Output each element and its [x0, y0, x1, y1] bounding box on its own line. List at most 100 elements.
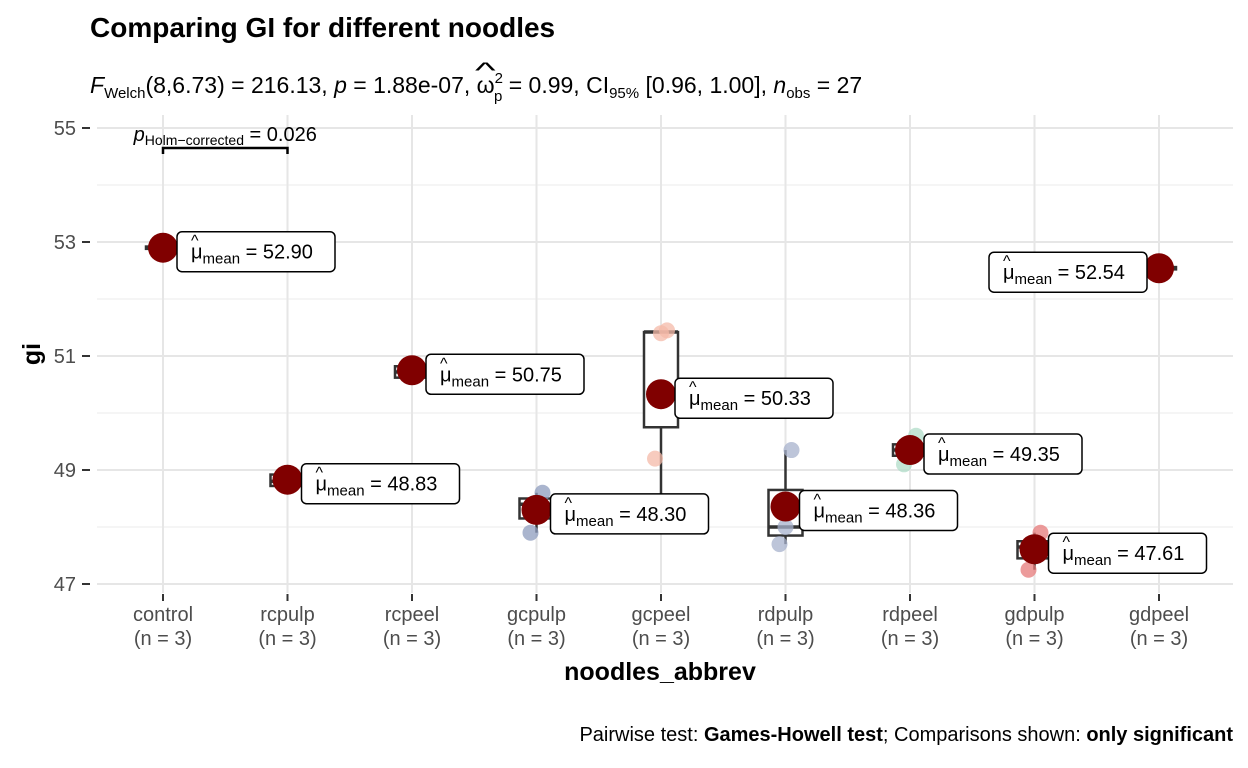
x-count-label: (n = 3) — [383, 628, 441, 650]
mean-label-sub: mean — [203, 251, 241, 268]
x-tick-label: rdpulp — [758, 604, 814, 626]
stat-sub: Welch — [104, 85, 146, 102]
mean-point — [646, 379, 676, 410]
mean-labels: μmean = 52.90^μmean = 48.83^μmean = 50.7… — [176, 230, 1208, 574]
data-point — [777, 519, 794, 535]
y-tick-label: 55 — [54, 118, 76, 140]
mean-point — [770, 491, 801, 522]
mean-label-text: μmean = 48.83 — [316, 474, 438, 500]
effect-symbol: ^ ω2p — [474, 58, 503, 105]
mean-label-value: = 48.30 — [614, 504, 687, 526]
caption-prefix: Pairwise test: — [579, 724, 704, 746]
mean-label: μmean = 48.36^ — [798, 489, 959, 532]
x-tick-label: rcpeel — [385, 604, 439, 626]
mean-label: μmean = 48.83^ — [300, 462, 461, 505]
mean-label-value: = 52.54 — [1052, 262, 1125, 284]
chart-caption: Pairwise test: Games-Howell test; Compar… — [579, 724, 1233, 747]
mean-label: μmean = 47.61^ — [1047, 532, 1208, 574]
y-tick-label: 53 — [54, 232, 76, 254]
mean-label-mu: μ — [814, 500, 826, 522]
mean-markers — [148, 232, 1174, 565]
mean-label: μmean = 52.54^ — [988, 251, 1148, 293]
mean-label-box — [549, 493, 710, 535]
pairwise-comparison: pHolm−corrected = 0.026 — [133, 124, 317, 154]
mean-point — [521, 494, 552, 525]
x-count-label: (n = 3) — [134, 628, 192, 650]
mean-label-box — [988, 251, 1148, 293]
mean-label-box — [798, 489, 959, 532]
x-count-label: (n = 3) — [1130, 628, 1188, 650]
caption-middle: ; Comparisons shown: — [882, 724, 1087, 746]
data-point — [522, 524, 539, 541]
mean-label-value: = 47.61 — [1112, 543, 1185, 565]
mean-label-box — [176, 230, 336, 273]
y-axis-title: gi — [18, 343, 46, 365]
data-point — [771, 536, 788, 553]
x-tick-label: gcpulp — [507, 604, 566, 626]
x-axis: control(n = 3)rcpulp(n = 3)rcpeel(n = 3)… — [133, 594, 1189, 650]
mean-label-sub: mean — [1015, 271, 1053, 288]
mean-label-box — [425, 353, 585, 395]
comparison-sub: Holm−corrected — [145, 132, 244, 148]
x-count-label: (n = 3) — [881, 628, 939, 650]
y-axis: 47 49 51 53 55 — [54, 118, 90, 596]
mean-label-hat: ^ — [938, 435, 946, 452]
comparison-p: p — [133, 124, 145, 146]
x-tick-label: control — [133, 604, 193, 626]
comparison-bracket — [161, 146, 289, 154]
mean-label-hat: ^ — [814, 491, 822, 508]
mean-label-mu: μ — [565, 504, 577, 526]
mean-label-text: μmean = 50.33 — [689, 388, 811, 414]
y-tick-label: 49 — [54, 460, 76, 482]
mean-point — [148, 232, 178, 263]
mean-label-mu: μ — [316, 474, 328, 496]
mean-point — [272, 464, 303, 495]
x-tick-label: gdpeel — [1129, 604, 1189, 626]
caption-shown: only significant — [1086, 724, 1233, 746]
effect-value: = 0.99, CI — [502, 72, 610, 98]
x-tick-label: rcpulp — [260, 604, 314, 626]
chart-subtitle: FWelch(8,6.73) = 216.13, p = 1.88e-07, ^… — [90, 58, 863, 105]
mean-label-sub: mean — [576, 513, 614, 530]
x-count-label: (n = 3) — [756, 628, 814, 650]
comparison-value: = 0.026 — [244, 124, 317, 146]
data-point — [783, 442, 800, 459]
mean-label-mu: μ — [440, 364, 452, 386]
mean-label: μmean = 50.33^ — [674, 377, 834, 419]
mean-label-box — [674, 377, 834, 419]
x-count-label: (n = 3) — [507, 628, 565, 650]
mean-label-mu: μ — [1063, 543, 1075, 565]
mean-label-value: = 50.75 — [489, 364, 562, 386]
mean-label-hat: ^ — [689, 379, 697, 396]
n-value: = 27 — [810, 72, 863, 98]
mean-label: μmean = 49.35^ — [923, 433, 1083, 475]
mean-label-sub: mean — [1074, 552, 1112, 569]
x-count-label: (n = 3) — [258, 628, 316, 650]
mean-label-sub: mean — [452, 373, 490, 390]
p-symbol: p — [334, 72, 347, 98]
mean-label-mu: μ — [191, 242, 203, 264]
comparison-label: pHolm−corrected = 0.026 — [133, 124, 317, 148]
mean-point — [895, 435, 925, 466]
p-value: = 1.88e-07, — [346, 72, 477, 98]
mean-label-mu: μ — [938, 444, 950, 466]
mean-label: μmean = 48.30^ — [549, 493, 710, 535]
y-tick-label: 51 — [54, 346, 76, 368]
stat-name: F — [90, 72, 105, 98]
x-count-label: (n = 3) — [1005, 628, 1063, 650]
mean-label-value: = 50.33 — [738, 388, 811, 410]
mean-point — [1144, 253, 1174, 284]
stat-args: (8,6.73) = 216.13, — [145, 72, 335, 98]
x-tick-label: gcpeel — [632, 604, 691, 626]
mean-label-sub: mean — [950, 453, 988, 470]
n-sub: obs — [786, 85, 811, 102]
x-axis-title: noodles_abbrev — [564, 658, 756, 686]
mean-label-text: μmean = 49.35 — [938, 444, 1060, 470]
chart-title: Comparing GI for different noodles — [90, 12, 556, 43]
mean-label-hat: ^ — [440, 355, 448, 372]
x-count-label: (n = 3) — [632, 628, 690, 650]
mean-label-mu: μ — [689, 388, 701, 410]
mean-label-text: μmean = 50.75 — [440, 364, 562, 390]
mean-label-sub: mean — [825, 509, 863, 526]
